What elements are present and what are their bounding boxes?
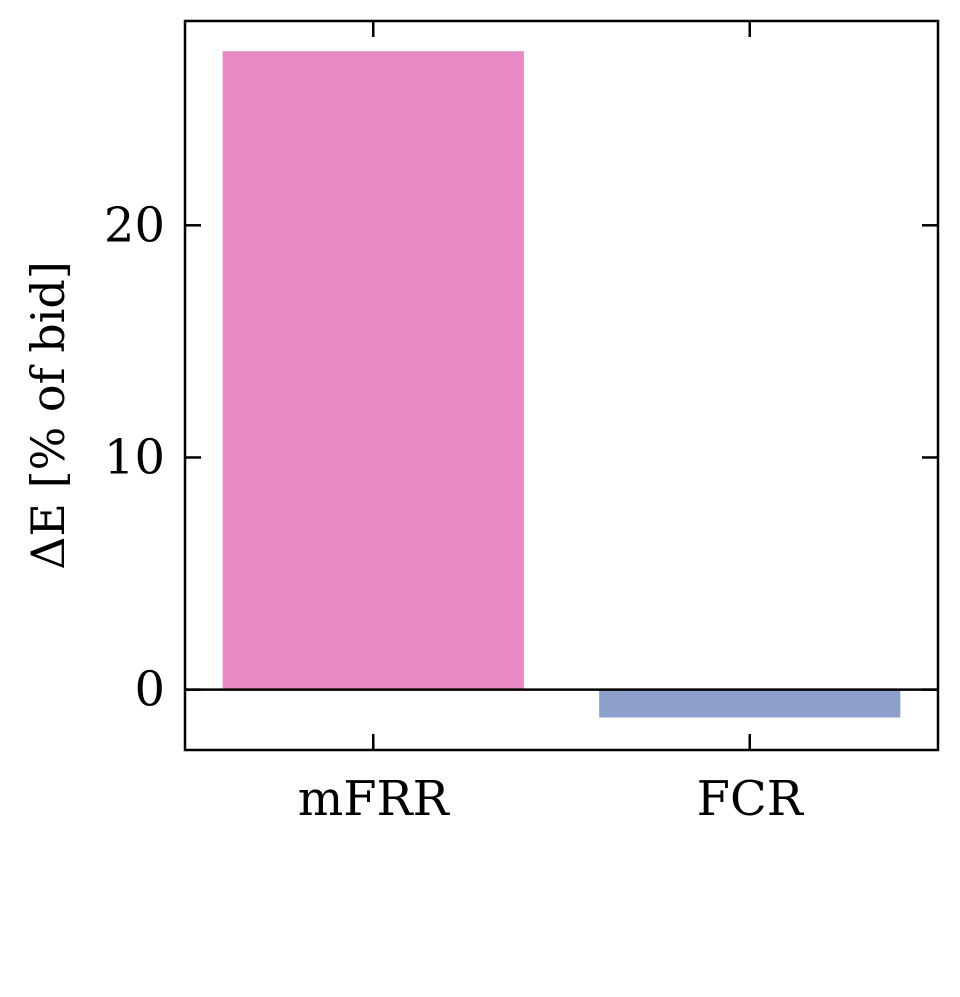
y-tick-label-0: 0 (134, 662, 165, 718)
x-ticks-group: mFRR FCR (298, 21, 805, 827)
bar-fcr (599, 689, 901, 718)
plot-frame (183, 19, 940, 752)
y-ticks-group: 0 10 20 (104, 197, 938, 718)
bar-mfrr (222, 51, 524, 690)
x-tick-label-mfrr: mFRR (298, 771, 451, 827)
x-tick-label-fcr: FCR (697, 771, 805, 827)
y-tick-label-10: 10 (104, 429, 165, 485)
y-tick-label-20: 20 (104, 197, 165, 253)
bars-group (222, 51, 901, 718)
y-axis-label: ΔE [% of bid] (21, 261, 75, 570)
